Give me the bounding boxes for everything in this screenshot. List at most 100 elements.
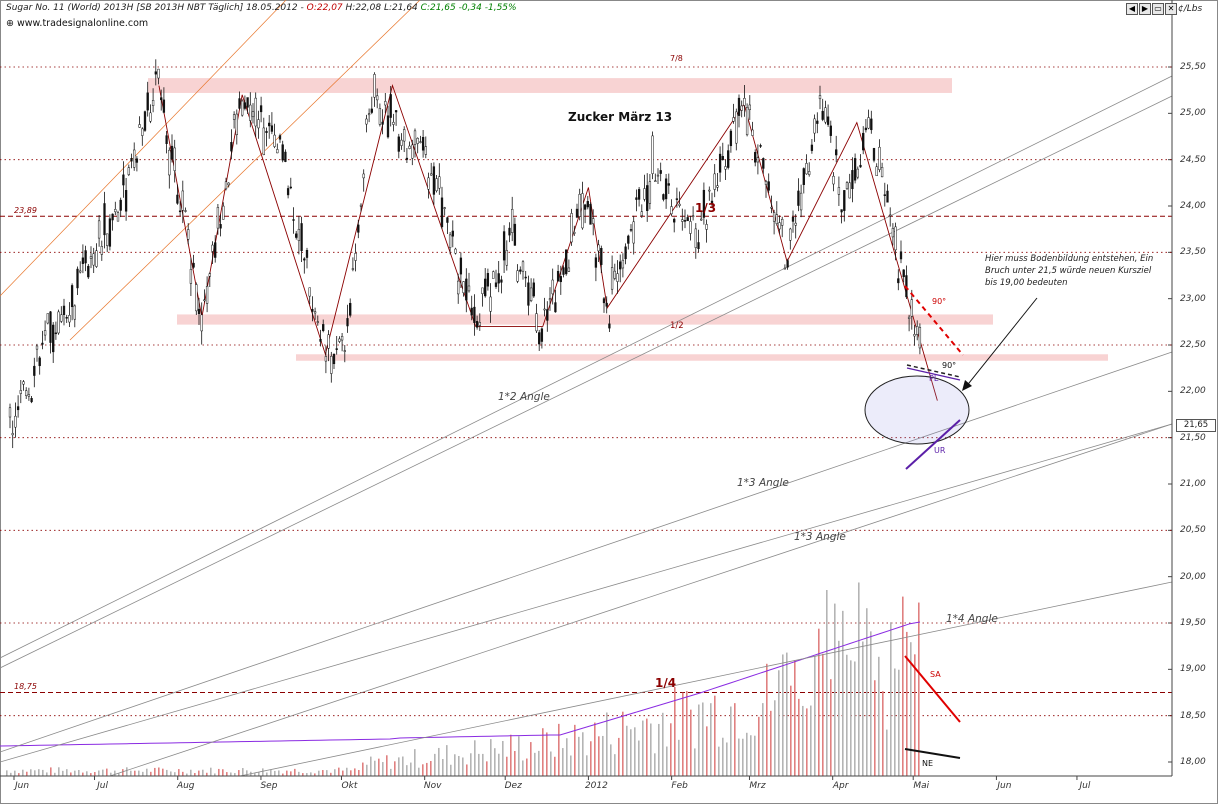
next-icon[interactable]: ▶ — [1139, 3, 1151, 15]
candle-body — [332, 353, 336, 365]
candle-body — [205, 285, 209, 304]
volume-bar — [110, 772, 112, 776]
candle-body — [697, 242, 700, 249]
volume-bar — [550, 751, 552, 776]
y-tick-label: 21,50 — [1180, 432, 1206, 443]
volume-bar — [858, 582, 860, 776]
website-text[interactable]: www.tradesignalonline.com — [16, 18, 149, 29]
volume-bar — [242, 768, 244, 776]
volume-bar — [254, 773, 256, 776]
candle-body — [600, 248, 603, 265]
x-tick-label: Jul — [97, 781, 108, 791]
volume-bar — [186, 773, 188, 776]
volume-bar — [378, 758, 380, 776]
volume-bar — [726, 742, 728, 776]
candle-body — [824, 107, 827, 123]
candle-body — [619, 261, 622, 270]
volume-bar — [338, 767, 340, 776]
volume-bar — [386, 755, 388, 776]
volume-bar — [50, 767, 52, 776]
volume-bar — [150, 771, 152, 776]
candle-body — [821, 110, 824, 120]
candle-body — [878, 146, 881, 170]
volume-bar — [222, 769, 224, 776]
volume-bar — [502, 740, 504, 776]
candle-body — [889, 214, 892, 217]
candle-body — [438, 176, 441, 189]
instrument-header: Sugar No. 11 (World) 2013H [SB 2013H NBT… — [6, 3, 517, 13]
candle-body — [208, 273, 211, 277]
candle-body — [835, 149, 838, 156]
candle-body — [621, 259, 625, 269]
candle-body — [500, 279, 503, 283]
candle-body — [700, 218, 703, 221]
candle-body — [211, 244, 214, 252]
candle-body — [446, 217, 449, 223]
candle-body — [902, 269, 905, 278]
gann-line-1x1-a — [0, 75, 1173, 659]
candle-body — [529, 287, 533, 302]
volume-bar — [442, 758, 444, 776]
candle-body — [176, 194, 179, 204]
candle-body — [46, 313, 49, 324]
candle-body — [173, 147, 176, 171]
candle-body — [864, 127, 868, 131]
volume-bar — [542, 728, 544, 776]
candle-body — [106, 233, 109, 246]
volume-bar — [198, 770, 200, 776]
candle-body — [473, 306, 476, 323]
volume-bar — [210, 767, 212, 776]
candle-body — [430, 173, 433, 176]
candle-body — [84, 250, 87, 264]
candle-body — [232, 114, 236, 120]
restore-icon[interactable]: ▭ — [1152, 3, 1164, 15]
candle-body — [241, 100, 244, 116]
candle-body — [897, 278, 900, 284]
volume-bar — [718, 746, 720, 776]
y-tick-label: 22,50 — [1180, 340, 1206, 350]
candle-body — [378, 108, 382, 125]
candle-body — [802, 168, 805, 185]
volume-bar — [886, 729, 888, 776]
volume-bar — [862, 641, 864, 776]
candle-body — [505, 250, 508, 266]
candle-body — [38, 357, 41, 367]
candle-body — [718, 153, 722, 173]
candle-body — [443, 207, 446, 209]
chart-title: Zucker März 13 — [568, 110, 673, 124]
marker-ur: UR — [934, 446, 946, 455]
close-icon[interactable]: ✕ — [1165, 3, 1177, 15]
prev-icon[interactable]: ◀ — [1126, 3, 1138, 15]
angle-label-1x3-b: 1*3 Angle — [794, 531, 846, 543]
candle-body — [100, 246, 103, 255]
candle-body — [743, 98, 746, 106]
volume-bar — [70, 772, 72, 776]
candle-body — [192, 262, 195, 268]
candle-body — [778, 222, 781, 230]
volume-bar — [190, 769, 192, 776]
website-label[interactable]: ⊕ www.tradesignalonline.com — [6, 18, 149, 29]
candle-body — [556, 270, 560, 282]
volume-bar — [662, 712, 664, 776]
level-label-1-3: 1/3 — [695, 201, 717, 215]
candle-body — [818, 95, 822, 100]
candle-body — [165, 135, 168, 144]
volume-bar — [902, 596, 904, 776]
candle-body — [810, 144, 814, 151]
sa-line — [904, 655, 961, 723]
level-label-1-2: 1/2 — [670, 321, 684, 331]
last-price-tag: 21,65 — [1176, 419, 1216, 432]
volume-bar — [326, 770, 328, 776]
volume-bar — [678, 739, 680, 776]
candle-body — [11, 433, 14, 436]
candle-body — [249, 104, 252, 121]
volume-bar — [334, 769, 336, 776]
candle-body — [511, 209, 514, 233]
volume-bar — [790, 685, 792, 776]
volume-bar — [286, 770, 288, 776]
volume-bar — [310, 772, 312, 776]
volume-bar — [910, 642, 912, 776]
gann-line-1x3-a — [0, 423, 1173, 763]
swing-zigzag-line — [158, 83, 938, 401]
